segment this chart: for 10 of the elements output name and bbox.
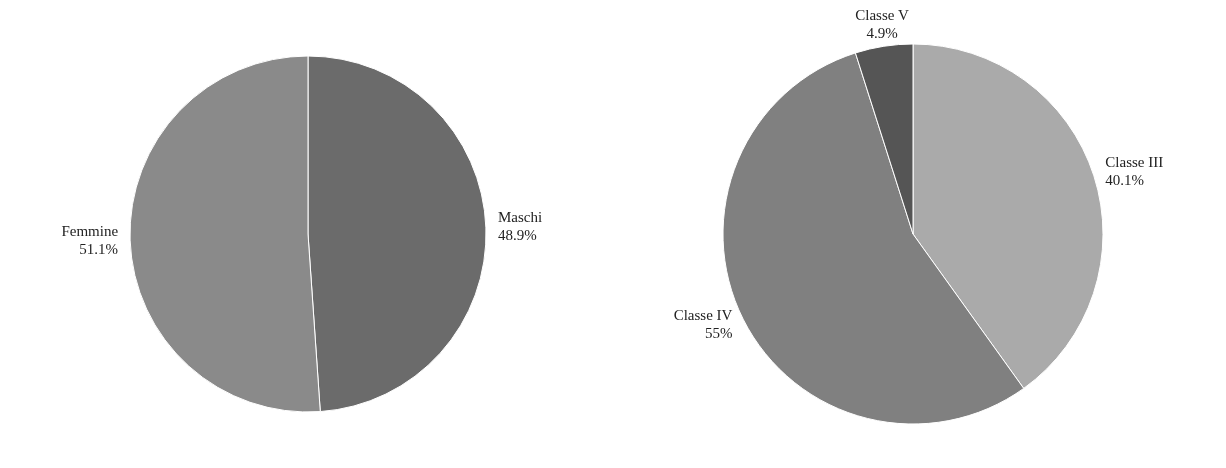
data-label: 4.9% xyxy=(866,25,898,42)
data-label: 51.1% xyxy=(79,240,119,257)
slice-label: Classe IV xyxy=(673,306,733,323)
slice-label: Classe III xyxy=(1105,154,1164,171)
data-label: 55% xyxy=(704,324,733,341)
slice-label: Maschi xyxy=(497,209,543,226)
slice-label: Femmine xyxy=(61,222,119,239)
data-label: 48.9% xyxy=(497,227,537,244)
data-label: 40.1% xyxy=(1105,172,1145,189)
slice-label: Classe V xyxy=(855,7,909,24)
